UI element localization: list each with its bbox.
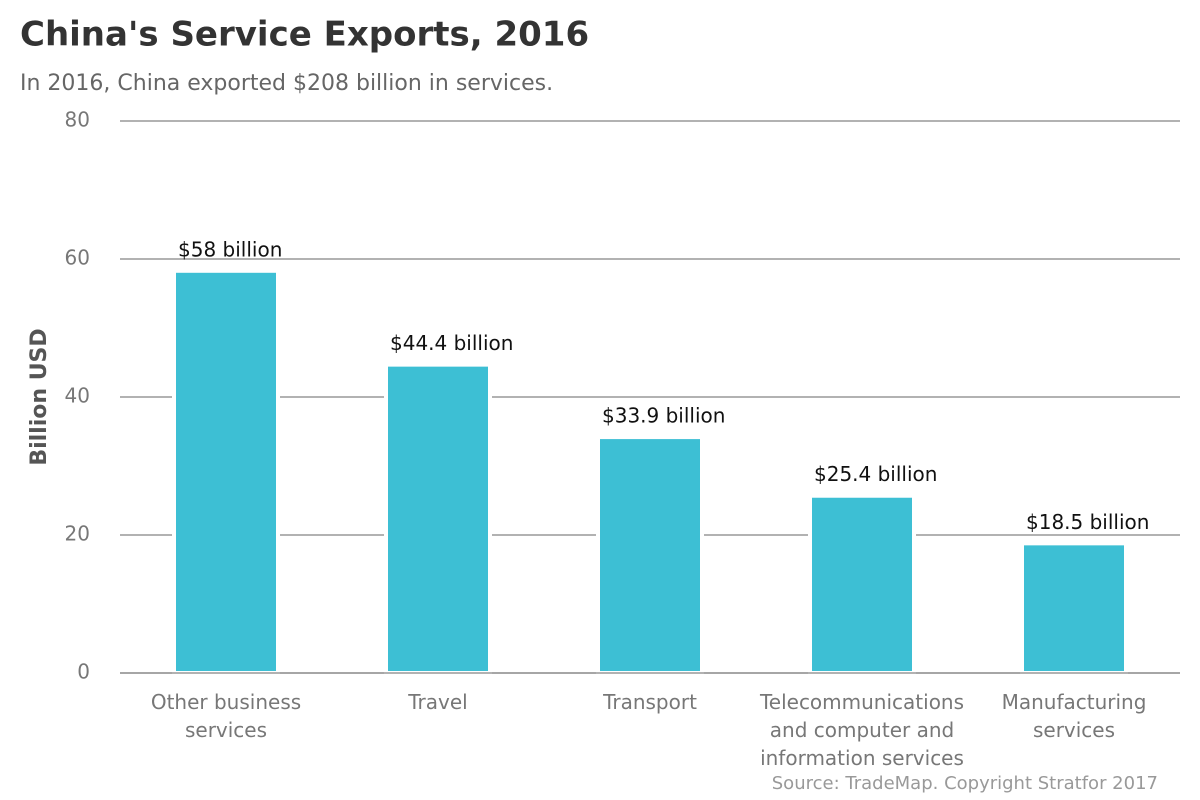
value-label: $33.9 billion (602, 404, 725, 428)
bar (172, 268, 280, 675)
bar (808, 493, 916, 675)
value-label: $44.4 billion (390, 331, 513, 355)
y-tick-label: 40 (65, 384, 90, 408)
x-tick-label: Manufacturing services (1002, 690, 1147, 742)
x-tick-label: Other business services (151, 690, 301, 742)
value-label: $25.4 billion (814, 462, 937, 486)
bar (384, 362, 492, 675)
bar (1020, 541, 1128, 675)
y-tick-label: 60 (65, 246, 90, 270)
source-note: Source: TradeMap. Copyright Stratfor 201… (772, 773, 1158, 794)
x-tick-label: Travel (407, 690, 467, 714)
bar (596, 435, 704, 675)
x-tick-label: Transport (602, 690, 697, 714)
value-label: $58 billion (178, 237, 282, 261)
value-label: $18.5 billion (1026, 510, 1149, 534)
x-tick-label: Telecommunications and computer and inform… (759, 690, 964, 770)
y-tick-label: 80 (65, 108, 90, 132)
chart-subtitle: In 2016, China exported $208 billion in … (20, 71, 553, 96)
chart-title: China's Service Exports, 2016 (20, 15, 589, 55)
y-tick-label: 0 (77, 660, 90, 684)
y-axis-label: Billion USD (27, 328, 52, 465)
y-tick-label: 20 (65, 522, 90, 546)
